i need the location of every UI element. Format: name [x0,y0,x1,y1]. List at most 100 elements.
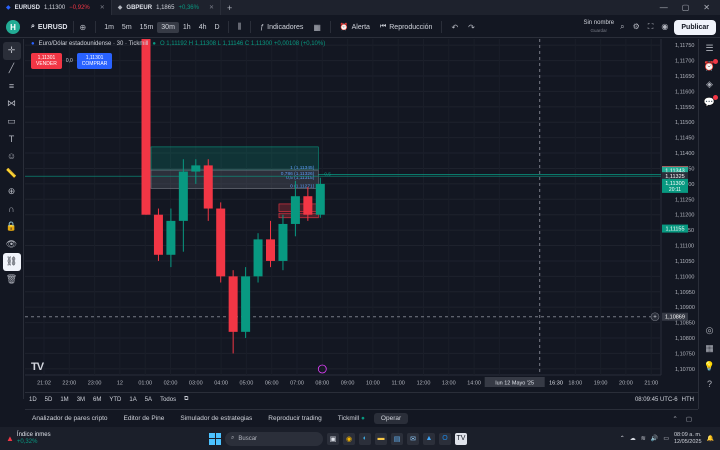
crosshair-icon[interactable]: ✛ [2,42,21,60]
cloud-icon[interactable]: ☁ [629,436,636,442]
lock-icon[interactable]: 🔒 [5,221,18,232]
close-icon[interactable]: ✕ [99,5,105,11]
camera-icon[interactable]: ◉ [661,22,669,31]
taskbar-search-input[interactable]: ⌕ Buscar [225,431,323,446]
new-tab-icon[interactable]: + [227,2,233,13]
browser-tab-gbpeur[interactable]: ◆ GBPEUR 1,1865 +0,36% ✕ [112,0,221,15]
minimize-icon[interactable]: — [659,3,668,12]
edge-icon[interactable]: ◐ [359,432,371,445]
zoom-icon[interactable]: ⊕ [7,186,16,197]
eye-icon[interactable]: 👁 [5,238,18,249]
lightbulb-icon[interactable]: 💡 [703,360,716,371]
text-icon[interactable]: T [8,133,15,144]
alert-button[interactable]: ⏰ Alerta [335,23,375,32]
search-icon[interactable]: ⌕ [620,22,625,31]
magnet-icon[interactable]: ∩ [8,204,15,215]
price-tick-label: 1,11700 [675,59,694,65]
trendline-icon[interactable]: ╱ [8,62,15,73]
range-3m[interactable]: 3M [76,396,86,403]
notifications-icon[interactable]: 🔔 [706,436,714,442]
tray-clock[interactable]: 08:09 a. m. 12/05/2025 [674,432,702,446]
timeframe-d[interactable]: D [214,23,220,31]
timeframe-15m[interactable]: 15m [139,23,154,31]
browser-tab-strip: ◆ EURUSD 1,11300 −0,92% ✕ ◆ GBPEUR 1,186… [0,0,720,15]
range-ytd[interactable]: YTD [109,396,122,403]
widget-market[interactable]: ▲ Índice inmes +0,32% [0,432,51,446]
goto-date-icon[interactable]: ⧉ [184,396,189,402]
range-5d[interactable]: 5D [44,396,53,403]
layers-icon[interactable]: ◈ [706,78,713,89]
sell-button[interactable]: 1,11301 VENDER [31,53,62,69]
undo-icon[interactable]: ↶ [451,22,459,32]
emoji-icon[interactable]: ☺ [6,151,17,162]
fib-icon[interactable]: ≡ [8,80,15,91]
alarm-clock-icon[interactable]: ⏰ [702,57,718,75]
chrome-icon[interactable]: ◉ [343,432,355,445]
chevron-up-icon[interactable]: ⌃ [672,415,678,423]
candle-type-icon[interactable]: ⫼ [237,22,242,31]
indicators-button[interactable]: ƒ Indicadores [255,24,308,31]
range-6m[interactable]: 6M [93,396,102,403]
close-icon[interactable]: ✕ [208,5,214,11]
save-layout-button[interactable]: Sin nombre Guardar [583,20,620,34]
outlook-icon[interactable]: O [439,432,451,445]
close-window-icon[interactable]: ✕ [703,3,710,12]
publish-button[interactable]: Publicar [674,19,716,35]
help-icon[interactable]: ? [706,379,712,389]
avatar[interactable]: H [6,20,20,34]
symbol-search-button[interactable]: ⌕ EURUSD [25,21,75,33]
chat-icon[interactable]: 💬 [702,93,718,111]
link-icon[interactable]: ⛓ [2,253,21,271]
timeframe-1h[interactable]: 1h [182,23,191,31]
tab-strategy-tester[interactable]: Simulador de estrategias [180,415,253,422]
watchlist-icon[interactable]: ☰ [705,42,714,53]
chart-canvas[interactable]: 1,11750 1,11700 1,11650 1,11600 1,11550 1,115… [25,39,698,391]
folder-icon[interactable]: ▬ [375,432,387,445]
tab-tickmill[interactable]: Tickmill ● [331,413,372,424]
tab-operar[interactable]: Operar [373,413,409,424]
range-1d[interactable]: 1D [29,396,37,403]
range-5a[interactable]: 5A [144,396,153,403]
calendar-icon[interactable]: ▦ [705,342,714,353]
fullscreen-icon[interactable]: ⛶ [647,22,654,31]
chart-area[interactable]: 1,11750 1,11700 1,11650 1,11600 1,11550 1,115… [25,39,698,391]
timeframe-30m[interactable]: 30m [157,21,179,33]
trash-icon[interactable]: 🗑 [5,274,18,285]
rectangle-icon[interactable]: ▭ [7,115,16,126]
gear-icon[interactable]: ⚙ [632,22,640,31]
windows-start-icon[interactable] [209,432,221,445]
redo-icon[interactable]: ↷ [468,22,475,32]
timeframe-1m[interactable]: 1m [104,23,114,31]
time-tick-label: 20:00 [619,381,633,387]
battery-icon[interactable]: ▭ [663,436,669,442]
timeframe-4h[interactable]: 4h [198,23,207,31]
compare-add-icon[interactable]: ⊕ [79,22,87,32]
range-1m[interactable]: 1M [60,396,69,403]
pattern-icon[interactable]: ⋈ [7,98,16,109]
wifi-icon[interactable]: ≋ [640,436,646,442]
browser-tab-eurusd[interactable]: ◆ EURUSD 1,11300 −0,92% ✕ [0,0,112,15]
range-1a[interactable]: 1A [129,396,137,403]
templates-icon[interactable]: ▦ [313,22,321,32]
range-all[interactable]: Todos [160,396,177,403]
buy-button[interactable]: 1,11301 COMPRAR [76,53,113,69]
ruler-icon[interactable]: 📏 [5,168,18,179]
taskview-icon[interactable]: ▣ [327,432,339,445]
chevron-up-icon[interactable]: ⌃ [619,436,625,442]
replay-button[interactable]: ⏮ Reproducción [375,23,438,31]
maximize-panel-icon[interactable]: ▢ [685,415,692,423]
target-icon[interactable]: ◎ [705,324,714,335]
volume-icon[interactable]: 🔊 [650,436,659,442]
tab-pine-editor[interactable]: Editor de Pine [123,415,165,422]
timeframe-5m[interactable]: 5m [121,23,132,31]
tab-replay-trading[interactable]: Reproducir trading [268,415,322,422]
photos-icon[interactable]: ▲ [423,432,435,445]
session-label[interactable]: HTH [681,396,694,403]
mail-icon[interactable]: ✉ [407,432,419,445]
tradingview-taskbar-icon[interactable]: TV [455,432,467,445]
store-icon[interactable]: ▤ [391,432,403,445]
timezone-clock[interactable]: 08:09:45 UTC-6 [634,396,678,403]
maximize-icon[interactable]: ▢ [681,3,690,12]
tab-crypto-pairs[interactable]: Analizador de pares cripto [32,415,108,422]
